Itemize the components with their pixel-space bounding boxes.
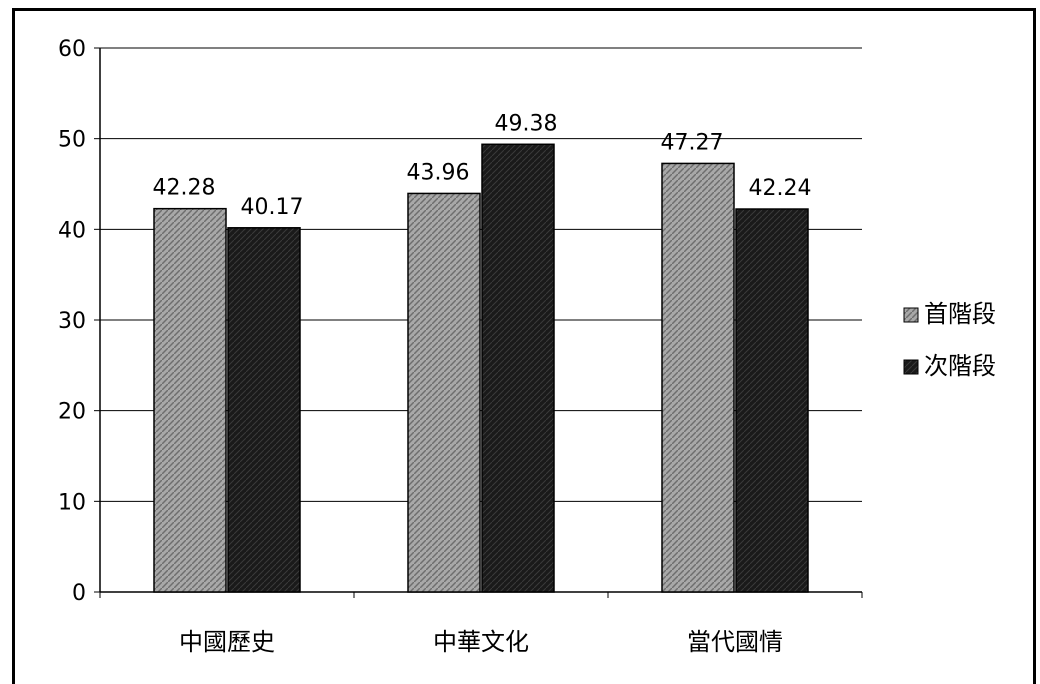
y-tick-label: 30 [58,309,86,334]
bar-次階段-中國歷史 [227,227,301,593]
data-label: 40.17 [241,195,304,220]
legend-swatch-次階段 [903,359,919,375]
x-tick-label: 當代國情 [687,628,783,656]
y-tick-label: 50 [58,128,86,153]
legend-swatch-首階段 [903,307,919,323]
axes: 0 10 20 30 40 50 60 中國歷史 中華文化 當代國情 [58,37,863,656]
data-label: 42.28 [153,176,216,201]
bars [153,143,809,593]
bar-首階段-當代國情 [661,162,735,593]
bar-首階段-中華文化 [407,192,481,593]
data-labels: 42.28 40.17 43.96 49.38 47.27 42.24 [153,111,812,220]
bar-首階段-中國歷史 [153,207,227,593]
bar-次階段-當代國情 [735,208,809,593]
data-label: 49.38 [495,111,558,136]
legend-label: 首階段 [924,300,996,328]
y-tick-label: 20 [58,400,86,425]
data-label: 42.24 [749,176,812,201]
legend-label: 次階段 [924,352,996,380]
y-tick-label: 40 [58,218,86,243]
x-tick-label: 中國歷史 [179,628,275,656]
data-label: 43.96 [407,160,470,185]
y-tick-label: 0 [72,581,86,606]
data-label: 47.27 [661,130,724,155]
y-tick-label: 10 [58,490,86,515]
gridlines [100,47,862,502]
x-tick-label: 中華文化 [433,628,529,656]
y-tick-label: 60 [58,37,86,62]
bar-次階段-中華文化 [481,143,555,593]
